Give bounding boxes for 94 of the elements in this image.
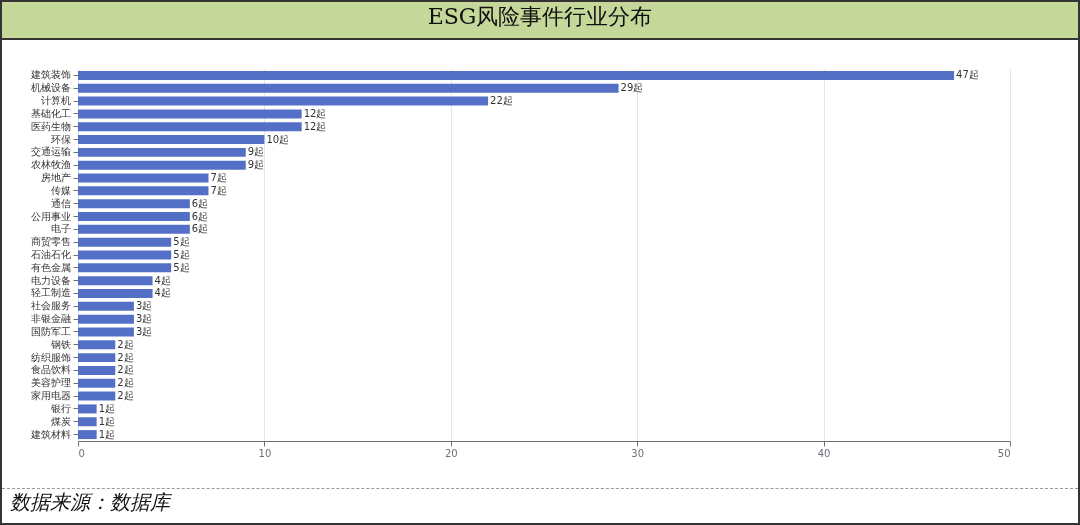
data-label: 7起	[210, 172, 227, 184]
y-tick-label: 非银金融	[30, 313, 71, 325]
bar	[78, 327, 134, 337]
data-label: 2起	[117, 364, 134, 376]
y-tick-label: 石油石化	[30, 249, 71, 260]
y-tick-label: 纺织服饰	[30, 351, 71, 363]
data-label: 6起	[191, 210, 209, 222]
y-tick-label: 农林牧渔	[30, 159, 71, 171]
bar	[78, 430, 97, 440]
bar	[78, 224, 190, 234]
bar	[78, 83, 619, 93]
data-label: 9起	[247, 146, 265, 158]
y-tick-label: 房地产	[40, 172, 71, 184]
bar	[78, 109, 302, 119]
y-tick-label: 建筑装饰	[29, 69, 71, 81]
bar	[78, 417, 97, 427]
x-tick-label: 0	[78, 447, 85, 459]
data-label: 2起	[117, 338, 134, 350]
data-label: 47起	[956, 69, 979, 81]
bar	[78, 173, 209, 183]
data-label: 1起	[98, 428, 116, 440]
data-label: 2起	[117, 377, 134, 389]
y-tick-label: 传媒	[50, 184, 71, 196]
y-tick-label: 电子	[50, 223, 71, 235]
y-tick-label: 机械设备	[30, 82, 71, 94]
bar	[78, 314, 134, 324]
y-tick-label: 基础化工	[30, 107, 71, 119]
bar	[78, 70, 955, 80]
y-tick-label: 交通运输	[30, 146, 71, 158]
bar	[78, 122, 302, 132]
data-label: 3起	[135, 300, 153, 312]
y-tick-label: 有色金属	[30, 261, 71, 273]
data-label: 4起	[154, 274, 171, 286]
y-tick-label: 计算机	[40, 95, 71, 107]
data-label: 9起	[247, 159, 265, 171]
bar	[78, 263, 172, 273]
data-label: 29起	[620, 82, 644, 94]
source-note: 数据来源：数据库	[2, 488, 1078, 523]
y-tick-label: 公用事业	[30, 210, 71, 222]
bar	[78, 378, 116, 388]
y-tick-label: 电力设备	[30, 274, 71, 286]
data-label: 6起	[191, 197, 209, 209]
y-tick-label: 家用电器	[30, 390, 71, 402]
x-tick-label: 10	[258, 447, 272, 459]
bar	[78, 340, 116, 350]
data-label: 12起	[303, 120, 327, 132]
data-label: 1起	[98, 402, 116, 414]
data-label: 12起	[303, 107, 327, 119]
x-tick-label: 50	[997, 447, 1011, 459]
y-tick-label: 医药生物	[30, 120, 71, 132]
data-label: 5起	[173, 261, 190, 273]
bar	[78, 96, 489, 106]
bar	[78, 301, 134, 311]
y-tick-label: 建筑材料	[29, 428, 71, 440]
y-tick-label: 环保	[50, 133, 71, 145]
x-tick-label: 30	[631, 447, 645, 459]
bar	[78, 212, 190, 222]
data-label: 1起	[98, 415, 116, 427]
bar	[78, 365, 116, 375]
y-tick-label: 煤炭	[50, 415, 71, 427]
bar	[78, 199, 190, 209]
bar	[78, 147, 246, 157]
bar	[78, 404, 97, 414]
data-label: 22起	[490, 95, 513, 107]
bar	[78, 288, 153, 298]
y-tick-label: 社会服务	[30, 300, 71, 312]
bar	[78, 160, 246, 170]
chart-title: ESG风险事件行业分布	[2, 2, 1078, 40]
y-tick-label: 美容护理	[30, 377, 71, 389]
bar	[78, 353, 116, 363]
data-label: 10起	[266, 133, 290, 145]
data-label: 5起	[173, 249, 190, 260]
data-label: 4起	[154, 287, 171, 299]
data-label: 7起	[210, 184, 227, 196]
data-label: 3起	[135, 313, 153, 325]
data-label: 3起	[135, 325, 153, 337]
y-tick-label: 银行	[49, 402, 71, 414]
y-tick-label: 通信	[50, 197, 71, 209]
x-tick-label: 40	[817, 447, 831, 459]
bar	[78, 186, 209, 196]
data-label: 2起	[117, 351, 134, 363]
data-label: 2起	[117, 390, 134, 402]
data-label: 5起	[173, 236, 190, 248]
bar	[78, 237, 172, 247]
bar	[78, 276, 153, 286]
y-tick-label: 食品饮料	[30, 364, 71, 376]
data-label: 6起	[191, 223, 209, 235]
y-tick-label: 国防军工	[30, 325, 71, 337]
bar	[78, 135, 265, 145]
bar	[78, 391, 116, 401]
x-tick-label: 20	[444, 447, 458, 459]
y-tick-label: 钢铁	[49, 338, 71, 350]
y-tick-label: 商贸零售	[30, 236, 71, 248]
y-tick-label: 轻工制造	[30, 287, 71, 299]
